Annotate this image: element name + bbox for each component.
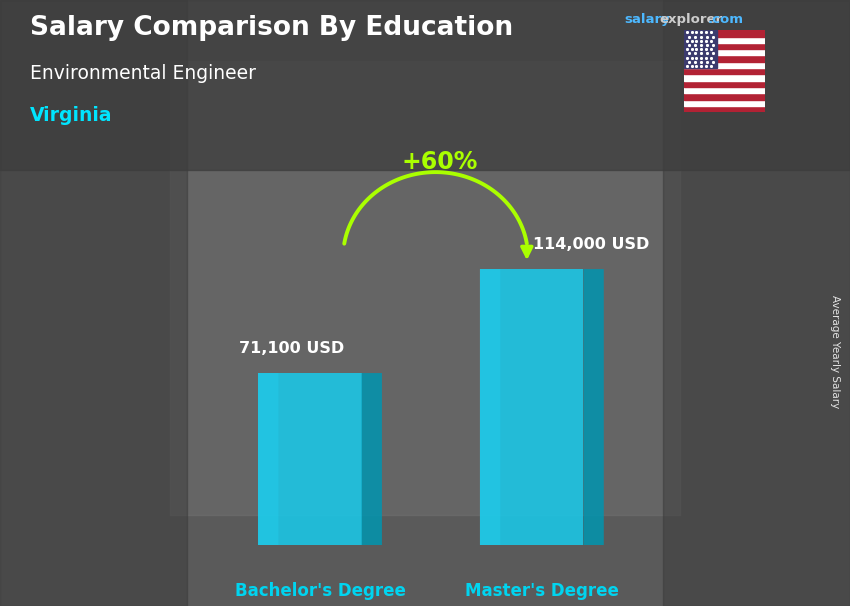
Bar xyxy=(684,81,765,87)
Text: +60%: +60% xyxy=(401,150,478,175)
Text: explorer: explorer xyxy=(660,13,722,26)
Polygon shape xyxy=(480,269,583,545)
Bar xyxy=(684,56,765,62)
Text: Salary Comparison By Education: Salary Comparison By Education xyxy=(30,15,513,41)
Text: Master's Degree: Master's Degree xyxy=(465,582,619,600)
Bar xyxy=(170,61,680,515)
Text: salary: salary xyxy=(625,13,671,26)
Bar xyxy=(684,106,765,112)
Text: Bachelor's Degree: Bachelor's Degree xyxy=(235,582,405,600)
Bar xyxy=(684,75,765,81)
Bar xyxy=(684,99,765,106)
Bar xyxy=(684,49,765,56)
Text: Virginia: Virginia xyxy=(30,106,112,125)
Text: 114,000 USD: 114,000 USD xyxy=(533,237,649,252)
Bar xyxy=(684,68,765,75)
Bar xyxy=(684,87,765,93)
Polygon shape xyxy=(258,373,279,545)
Text: 71,100 USD: 71,100 USD xyxy=(239,341,344,356)
Bar xyxy=(684,36,765,43)
Bar xyxy=(0,0,187,606)
Bar xyxy=(684,30,717,68)
Bar xyxy=(663,0,850,606)
Text: Average Yearly Salary: Average Yearly Salary xyxy=(830,295,840,408)
Bar xyxy=(684,62,765,68)
Polygon shape xyxy=(480,269,501,545)
Polygon shape xyxy=(258,373,361,545)
Bar xyxy=(0,0,850,170)
Bar xyxy=(684,93,765,99)
Polygon shape xyxy=(583,269,604,545)
Bar xyxy=(684,43,765,49)
Bar xyxy=(684,30,765,36)
Text: Environmental Engineer: Environmental Engineer xyxy=(30,64,256,82)
Text: .com: .com xyxy=(707,13,743,26)
Polygon shape xyxy=(361,373,382,545)
